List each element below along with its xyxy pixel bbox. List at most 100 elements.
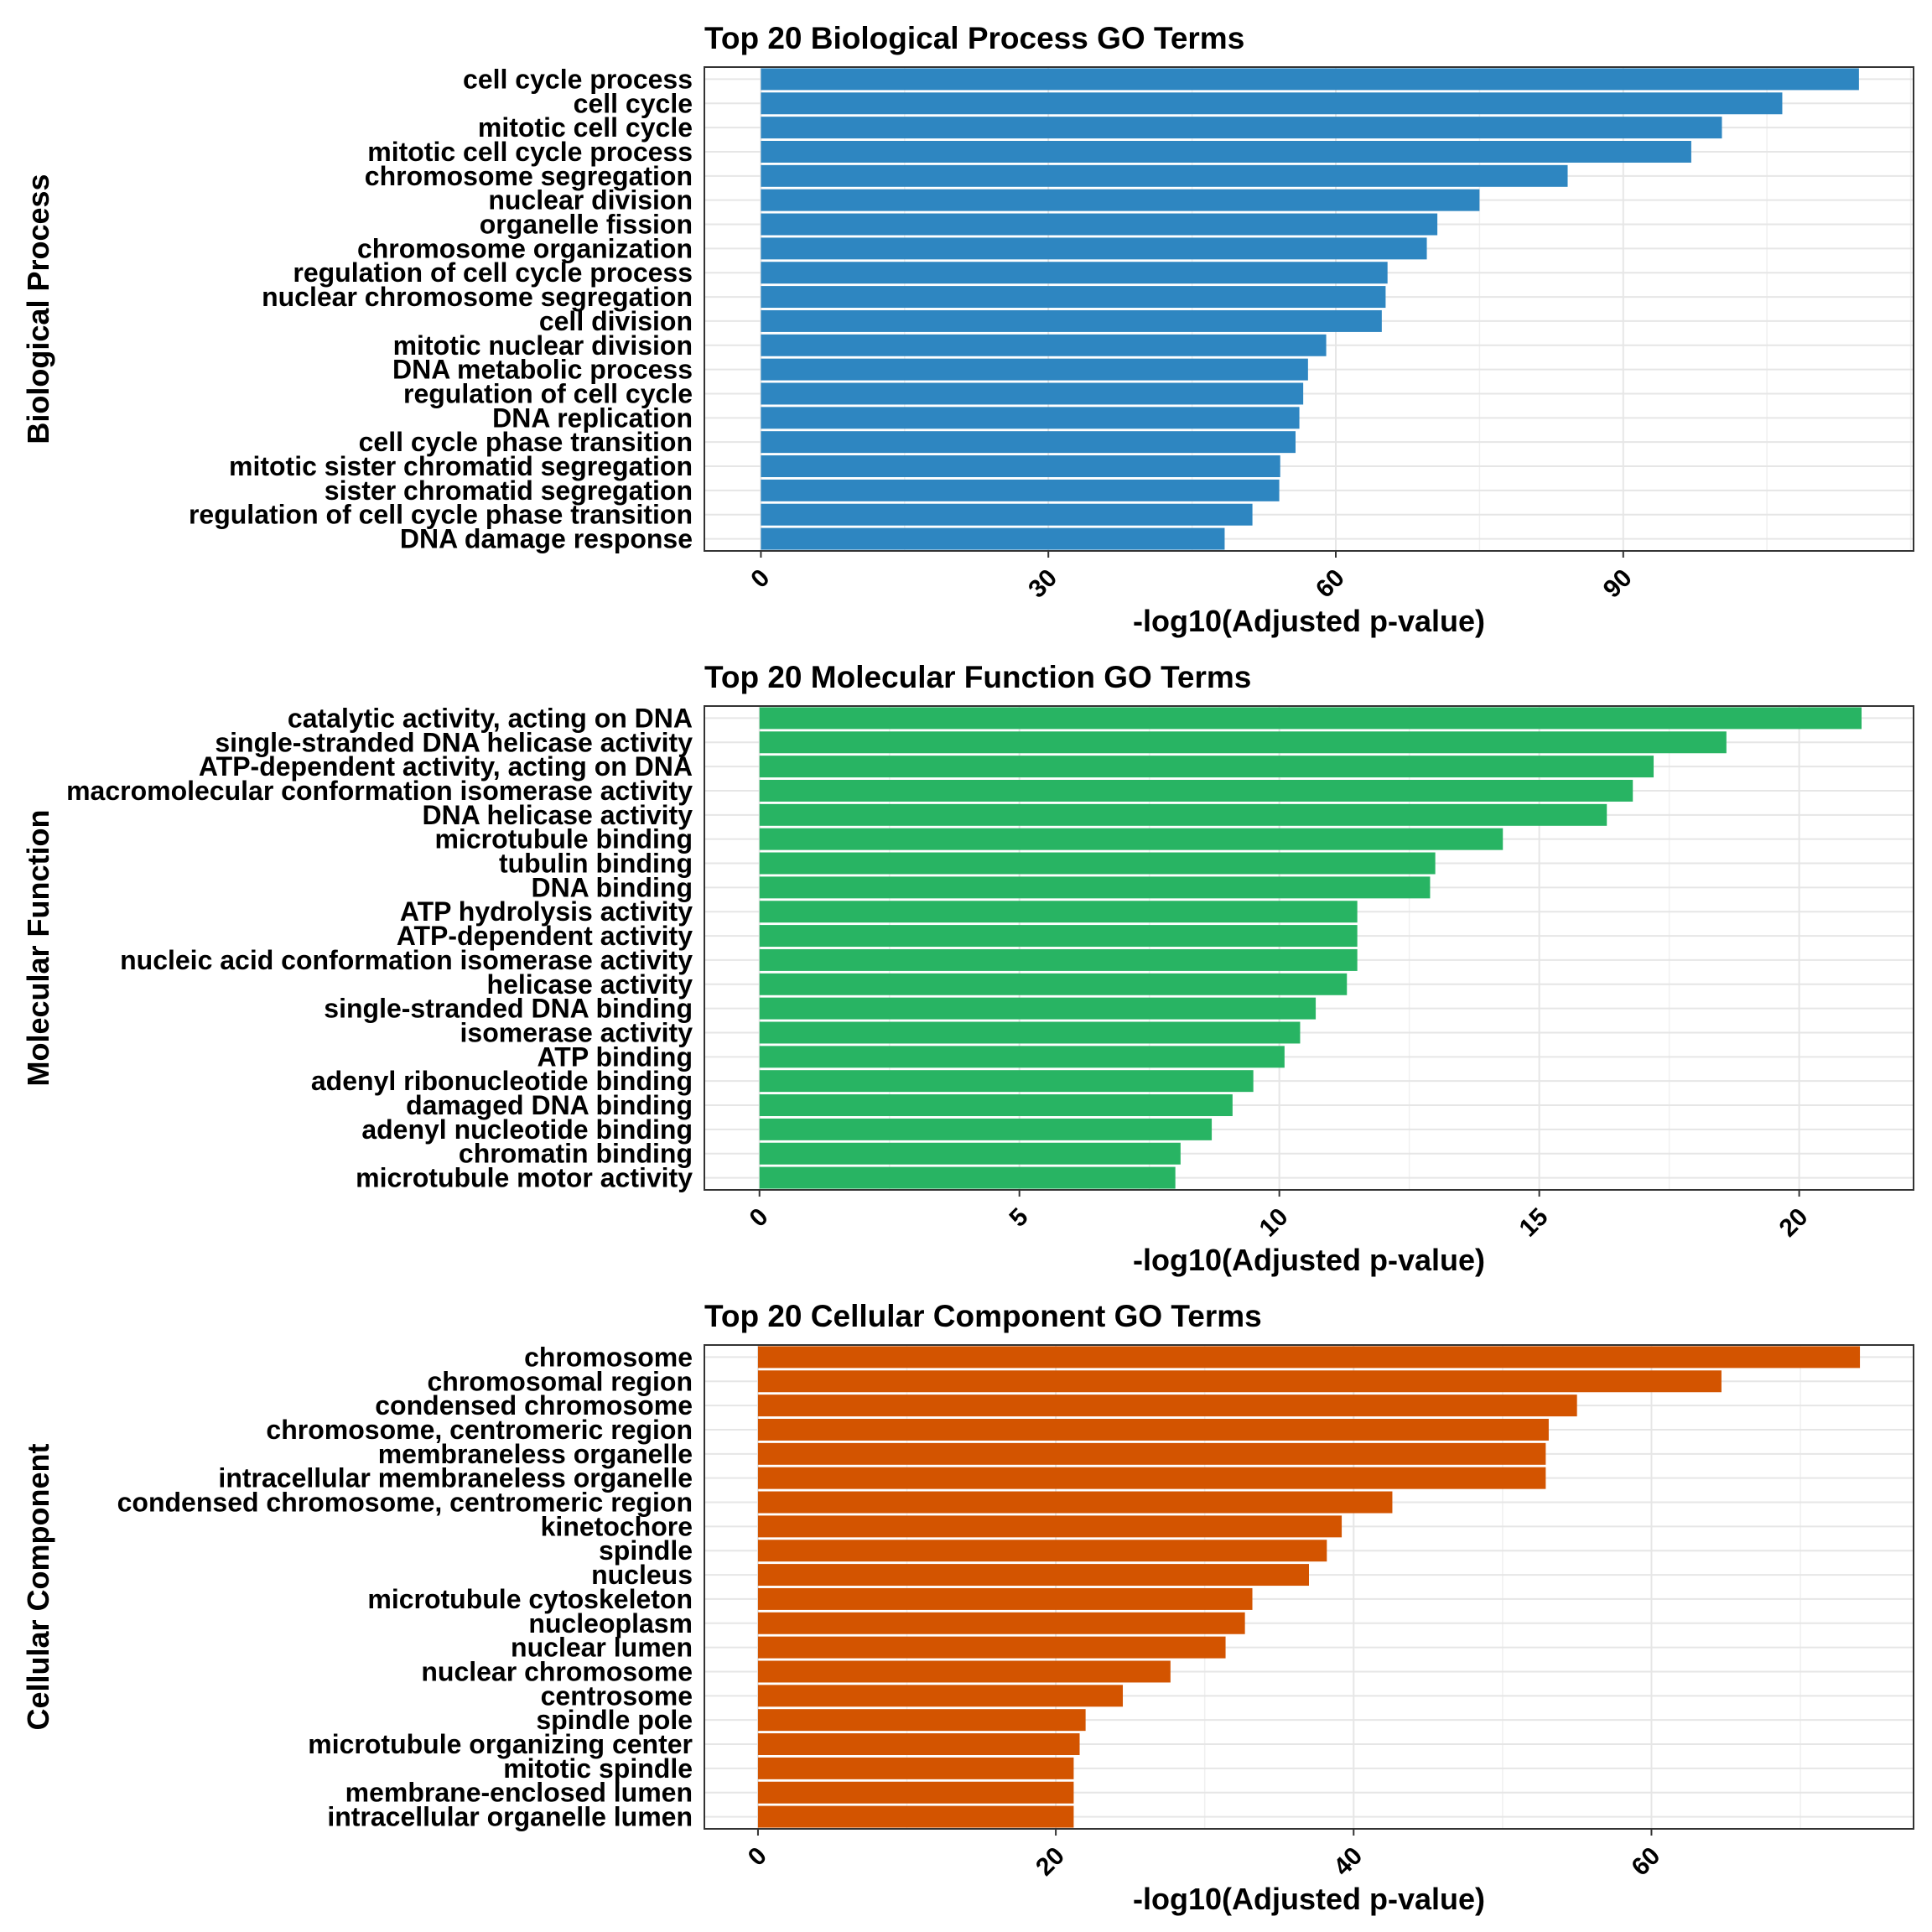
category-label: ATP-dependent activity, acting on DNA [199, 751, 693, 782]
plot-border [704, 1344, 1914, 1830]
category-label: nuclear chromosome [421, 1656, 693, 1686]
plot-background [704, 706, 1914, 1190]
bar [761, 334, 1327, 356]
category-label: isomerase activity [460, 1017, 693, 1047]
x-axis-label: -log10(Adjusted p-value) [1133, 604, 1485, 638]
category-label: DNA damage response [400, 524, 693, 554]
bar [757, 1515, 1343, 1538]
category-label: sister chromatid segregation [325, 475, 693, 506]
category-label: microtubule binding [434, 824, 693, 854]
bar [757, 1467, 1546, 1489]
category-label: DNA replication [492, 402, 693, 433]
bar [761, 237, 1427, 260]
bar [757, 1587, 1253, 1610]
chart-panel-2: catalytic activity, acting on DNAsingle-… [21, 660, 1914, 1277]
bar [757, 1636, 1226, 1659]
bar [757, 1660, 1171, 1683]
category-label: regulation of cell cycle [403, 378, 693, 408]
bar [757, 1612, 1245, 1634]
bar [757, 1709, 1086, 1732]
y-axis-label: Molecular Function [21, 809, 55, 1086]
bar [759, 756, 1654, 778]
bar [761, 527, 1225, 550]
bar [759, 1118, 1213, 1140]
category-label: chromatin binding [459, 1139, 693, 1169]
bar [759, 1070, 1254, 1093]
bar [759, 779, 1633, 802]
category-label: membrane-enclosed lumen [345, 1778, 693, 1808]
category-label: chromosomal region [428, 1366, 693, 1396]
bar [759, 1094, 1233, 1117]
bar [761, 358, 1308, 381]
plot-border [704, 66, 1914, 552]
bar [759, 852, 1436, 875]
x-tick-label: 0 [745, 1203, 774, 1233]
category-label: cell cycle process [463, 64, 693, 94]
bar [757, 1491, 1393, 1514]
category-label: DNA helicase activity [422, 800, 693, 830]
bar [761, 503, 1253, 526]
category-label: cell cycle phase transition [359, 427, 693, 457]
bar [761, 140, 1691, 163]
x-axis-label: -log10(Adjusted p-value) [1133, 1243, 1485, 1277]
bar [761, 68, 1859, 91]
category-label: DNA binding [531, 872, 693, 902]
chart-title: Top 20 Molecular Function GO Terms [704, 660, 1251, 694]
bar [761, 286, 1386, 309]
bar [761, 92, 1783, 115]
bar [757, 1733, 1080, 1756]
bar [759, 803, 1607, 826]
bar [757, 1346, 1861, 1368]
y-axis-label: Biological Process [21, 174, 55, 444]
x-tick-label: 20 [1774, 1203, 1814, 1243]
bar [761, 479, 1280, 501]
bar [757, 1418, 1549, 1441]
category-label: adenyl ribonucleotide binding [311, 1066, 693, 1096]
x-axis-label: -log10(Adjusted p-value) [1133, 1882, 1485, 1916]
category-label: tubulin binding [499, 849, 693, 879]
bar [759, 901, 1358, 923]
category-label: microtubule organizing center [308, 1729, 693, 1759]
bar [761, 164, 1568, 187]
bar [759, 973, 1348, 995]
bar [761, 455, 1280, 478]
category-label: membraneless organelle [378, 1439, 693, 1469]
bar [761, 262, 1388, 284]
bar [759, 948, 1358, 971]
category-label: condensed chromosome, centromeric region [117, 1488, 693, 1518]
bar [761, 117, 1722, 139]
bar [761, 382, 1304, 405]
category-label: microtubule motor activity [356, 1163, 693, 1193]
bar [757, 1781, 1074, 1804]
category-label: centrosome [541, 1680, 693, 1711]
x-tick-label: 20 [1031, 1842, 1070, 1882]
bar [757, 1805, 1074, 1828]
x-tick-label: 40 [1328, 1842, 1368, 1882]
category-label: single-stranded DNA helicase activity [215, 727, 693, 757]
bar [759, 731, 1727, 754]
category-label: DNA metabolic process [392, 355, 693, 385]
plot-border [704, 705, 1914, 1191]
bar [757, 1442, 1546, 1465]
category-label: ATP hydrolysis activity [400, 896, 693, 927]
bar [761, 213, 1438, 236]
category-label: nucleus [591, 1560, 693, 1590]
category-label: regulation of cell cycle phase transitio… [189, 500, 693, 530]
category-label: mitotic cell cycle [478, 112, 693, 143]
x-tick-label: 5 [1005, 1203, 1034, 1233]
category-label: chromosome segregation [365, 161, 693, 191]
category-label: mitotic cell cycle process [367, 137, 693, 167]
bar [759, 1142, 1181, 1165]
category-label: nucleic acid conformation isomerase acti… [120, 945, 693, 975]
category-label: nuclear division [488, 185, 693, 216]
category-label: damaged DNA binding [406, 1090, 693, 1120]
bar [759, 1166, 1176, 1189]
bar [757, 1757, 1074, 1779]
category-label: ATP-dependent activity [397, 921, 693, 951]
bar [761, 309, 1382, 332]
x-tick-label: 60 [1311, 564, 1350, 604]
x-tick-label: 15 [1514, 1203, 1554, 1243]
